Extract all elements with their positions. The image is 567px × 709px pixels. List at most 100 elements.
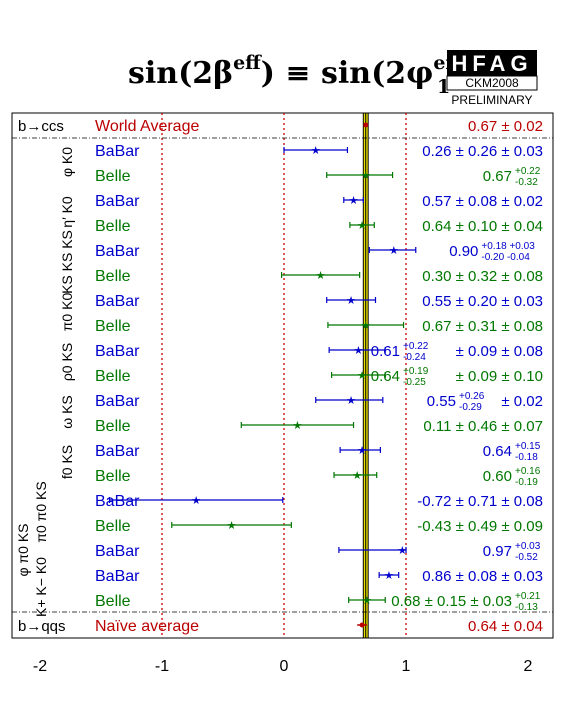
channel-label: η′ K0 <box>59 196 75 228</box>
row-value: 0.90 <box>449 243 478 260</box>
row-value: 0.68 ± 0.15 ± 0.03 <box>391 593 512 610</box>
row-experiment: Belle <box>95 368 131 385</box>
row-value-sub: -0.25 <box>403 377 426 388</box>
data-point: ★ <box>357 445 367 457</box>
row-value: 0.64 <box>483 443 512 460</box>
row-value: 0.97 <box>483 543 512 560</box>
row-value-tail: ± 0.09 ± 0.10 <box>456 368 543 385</box>
data-point: ★ <box>349 195 359 207</box>
logo-name: HFAG <box>451 51 532 76</box>
row-value: 0.55 ± 0.20 ± 0.03 <box>422 293 543 310</box>
hfag-logo: HFAG CKM2008 PRELIMINARY <box>446 50 538 107</box>
mode-label-ccs: b→ccs <box>18 118 64 135</box>
row-value-sup: +0.18 +0.03 <box>481 241 535 252</box>
row-value: 0.61 <box>371 343 400 360</box>
row-value-sub: -0.20 -0.04 <box>481 252 530 263</box>
row-experiment: Belle <box>95 418 131 435</box>
world-average-point <box>363 122 369 128</box>
row-experiment: BaBar <box>95 393 140 410</box>
row-value-sup: +0.03 <box>515 541 541 552</box>
row-experiment: Belle <box>95 593 131 610</box>
data-point: ★ <box>397 545 407 557</box>
row-experiment: Belle <box>95 468 131 485</box>
data-point: ★ <box>346 395 356 407</box>
x-tick-label: 0 <box>280 658 289 675</box>
row-value: 0.64 ± 0.10 ± 0.04 <box>422 218 543 235</box>
row-experiment: BaBar <box>95 143 140 160</box>
mode-label-qqs: b→qqs <box>18 618 66 635</box>
channel-label: φ K0 <box>59 147 75 177</box>
row-value: -0.43 ± 0.49 ± 0.09 <box>417 518 543 535</box>
row-value: 0.64 <box>371 368 400 385</box>
row-experiment: Belle <box>95 168 131 185</box>
chart-title: sin(2βeff) ≡ sin(2φeff1) <box>128 52 476 98</box>
row-value: 0.11 ± 0.46 ± 0.07 <box>423 418 543 435</box>
row-value: 0.26 ± 0.26 ± 0.03 <box>422 143 543 160</box>
x-tick-label: -1 <box>155 658 169 675</box>
row-value: 0.86 ± 0.08 ± 0.03 <box>422 568 543 585</box>
row-experiment: Belle <box>95 318 131 335</box>
data-point: ★ <box>361 320 371 332</box>
row-value-sub: -0.24 <box>403 352 426 363</box>
row-value-sub: -0.13 <box>515 602 538 613</box>
data-point: ★ <box>361 170 371 182</box>
naive-average-label: Naïve average <box>95 618 199 635</box>
row-experiment: Belle <box>95 518 131 535</box>
data-point: ★ <box>311 145 321 157</box>
row-value-sup: +0.15 <box>515 441 541 452</box>
naive-average-point <box>359 622 365 628</box>
x-tick-label: 2 <box>524 658 533 675</box>
x-tick-label: -2 <box>33 658 47 675</box>
channel-label: π0 π0 KS <box>33 481 49 542</box>
row-value: -0.72 ± 0.71 ± 0.08 <box>417 493 543 510</box>
row-value-sup: +0.21 <box>515 591 541 602</box>
world-average-label: World Average <box>95 118 199 135</box>
row-value-sup: +0.22 <box>403 341 429 352</box>
data-point: ★ <box>227 520 237 532</box>
channel-label: π0 K0 <box>59 293 75 332</box>
row-experiment: BaBar <box>95 443 140 460</box>
row-value-sup: +0.22 <box>515 166 541 177</box>
data-point: ★ <box>292 420 302 432</box>
row-value-sub: -0.19 <box>515 477 538 488</box>
data-point: ★ <box>191 495 201 507</box>
row-value-sup: +0.26 <box>459 391 485 402</box>
data-point: ★ <box>352 470 362 482</box>
data-point: ★ <box>357 220 367 232</box>
row-value-tail: ± 0.09 ± 0.08 <box>456 343 543 360</box>
naive-average-value: 0.64 ± 0.04 <box>468 618 543 635</box>
row-value-sub: -0.52 <box>515 552 538 563</box>
x-tick-label: 1 <box>402 658 411 675</box>
row-value-sup: +0.19 <box>403 366 429 377</box>
logo-preliminary: PRELIMINARY <box>451 93 532 107</box>
logo-ckm: CKM2008 <box>465 76 519 90</box>
row-experiment: BaBar <box>95 568 140 585</box>
row-value: 0.55 <box>427 393 456 410</box>
data-point: ★ <box>389 245 399 257</box>
row-value: 0.60 <box>483 468 512 485</box>
row-experiment: BaBar <box>95 293 140 310</box>
row-value: 0.67 <box>483 168 512 185</box>
row-experiment: BaBar <box>95 243 140 260</box>
plot-frame <box>11 112 554 639</box>
row-experiment: Belle <box>95 268 131 285</box>
channel-label: ρ0 KS <box>59 343 75 381</box>
row-experiment: BaBar <box>95 193 140 210</box>
row-value: 0.30 ± 0.32 ± 0.08 <box>422 268 543 285</box>
row-value: 0.67 ± 0.31 ± 0.08 <box>422 318 543 335</box>
data-point: ★ <box>384 570 394 582</box>
channel-label: f0 KS <box>59 445 75 479</box>
row-value-sup: +0.16 <box>515 466 541 477</box>
row-experiment: BaBar <box>95 343 140 360</box>
row-experiment: Belle <box>95 218 131 235</box>
row-experiment: BaBar <box>95 543 140 560</box>
row-value-tail: ± 0.02 <box>501 393 543 410</box>
row-value-sub: -0.32 <box>515 177 538 188</box>
channel-label: K+ K− K0 <box>33 557 49 617</box>
data-point: ★ <box>346 295 356 307</box>
channel-label: KS KS KS <box>59 230 75 294</box>
row-value: 0.57 ± 0.08 ± 0.02 <box>422 193 543 210</box>
row-value-sub: -0.18 <box>515 452 538 463</box>
data-point: ★ <box>362 595 372 607</box>
